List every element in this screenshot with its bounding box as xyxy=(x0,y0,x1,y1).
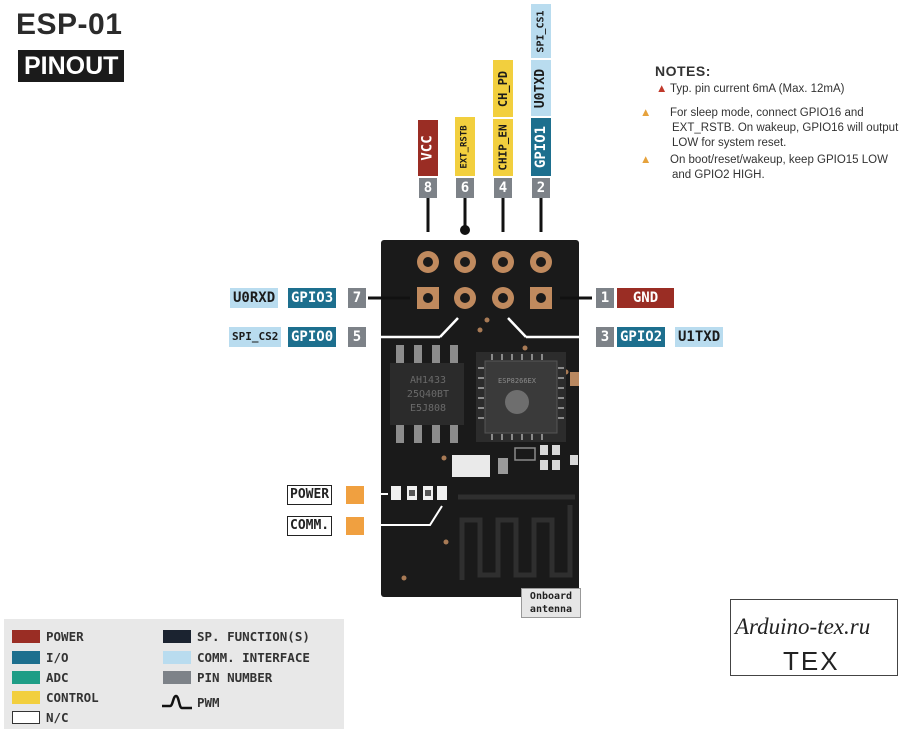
legend-swatch-pin-number xyxy=(163,671,191,684)
pwm-wave-icon xyxy=(162,694,192,710)
pin3-number: 3 xyxy=(596,327,614,347)
warning-triangle-icon: ▲ xyxy=(640,154,652,166)
legend-swatch-power xyxy=(12,630,40,643)
legend-label-nc: N/C xyxy=(46,710,69,725)
pin5-spi-cs2-tag: SPI_CS2 xyxy=(229,327,282,347)
antenna-label: Onboard antenna xyxy=(521,588,581,618)
power-led-label: POWER xyxy=(287,485,333,505)
watermark-brand: TEX xyxy=(783,646,840,676)
watermark-logo: Arduino-tex.ru TEX xyxy=(730,599,898,676)
legend-label-io: I/O xyxy=(46,650,69,665)
warning-triangle-icon: ▲ xyxy=(640,107,652,119)
legend-label-comm-interface: COMM. INTERFACE xyxy=(197,650,310,665)
legend-swatch-sp-function xyxy=(163,630,191,643)
pin7-gpio3-tag: GPIO3 xyxy=(288,288,337,308)
pin8-vcc-tag: VCC xyxy=(418,120,438,176)
legend-label-pin-number: PIN NUMBER xyxy=(197,670,273,685)
legend-label-control: CONTROL xyxy=(46,690,99,705)
pin2-u0txd-tag: U0TXD xyxy=(531,60,551,116)
watermark-url: Arduino-tex.ru xyxy=(735,614,871,639)
power-led-marker-icon xyxy=(346,486,364,504)
flash-chip-text-1: AH1433 xyxy=(409,375,447,386)
pin5-number: 5 xyxy=(348,327,366,347)
antenna-trace xyxy=(459,505,573,580)
danger-triangle-icon: ▲ xyxy=(656,83,668,95)
legend-swatch-control xyxy=(12,691,40,704)
pin2-spi-cs1-tag: SPI_CS1 xyxy=(531,4,551,58)
pin2-number: 2 xyxy=(532,178,550,198)
pin7-number: 7 xyxy=(348,288,366,308)
legend-label-adc: ADC xyxy=(46,670,69,685)
flash-chip-text-2: 25Q40BT xyxy=(406,389,450,400)
page-title: ESP-01 xyxy=(16,8,123,41)
legend-swatch-comm-interface xyxy=(163,651,191,664)
flash-chip-text-3: E5J808 xyxy=(409,403,447,414)
note-2: ▲ For sleep mode, connect GPIO16 and EXT_… xyxy=(640,107,899,149)
pin7-u0rxd-tag: U0RXD xyxy=(230,288,279,308)
legend-label-pwm: PWM xyxy=(197,695,220,710)
comm-led-marker-icon xyxy=(346,517,364,535)
comm-led-label: COMM. xyxy=(287,516,333,536)
pin1-gnd-tag: GND xyxy=(617,288,674,308)
pin6-ext-rstb-tag: EXT_RSTB xyxy=(455,117,475,176)
pin4-number: 4 xyxy=(494,178,512,198)
legend-swatch-nc xyxy=(12,711,40,724)
legend-label-sp-function: SP. FUNCTION(S) xyxy=(197,629,310,644)
espressif-logo-icon xyxy=(505,390,529,414)
pin3-gpio2-tag: GPIO2 xyxy=(617,327,666,347)
pin3-u1txd-tag: U1TXD xyxy=(675,327,724,347)
pin1-number: 1 xyxy=(596,288,614,308)
soc-chip-label: ESP8266EX xyxy=(498,377,536,385)
legend-swatch-io xyxy=(12,651,40,664)
pin4-ch-pd-tag: CH_PD xyxy=(493,60,513,117)
note-3: ▲ On boot/reset/wakeup, keep GPIO15 LOW a… xyxy=(640,154,888,181)
pin8-number: 8 xyxy=(419,178,437,198)
pin5-gpio0-tag: GPIO0 xyxy=(288,327,337,347)
pin2-gpio1-tag: GPIO1 xyxy=(531,118,551,176)
page-subtitle: PINOUT xyxy=(18,50,125,82)
pin6-number: 6 xyxy=(456,178,474,198)
pin4-chip-en-tag: CHIP_EN xyxy=(493,119,513,176)
legend-swatch-adc xyxy=(12,671,40,684)
notes-title: NOTES: xyxy=(655,63,711,79)
legend-label-power: POWER xyxy=(46,629,84,644)
note-1: ▲ Typ. pin current 6mA (Max. 12mA) xyxy=(656,83,845,95)
